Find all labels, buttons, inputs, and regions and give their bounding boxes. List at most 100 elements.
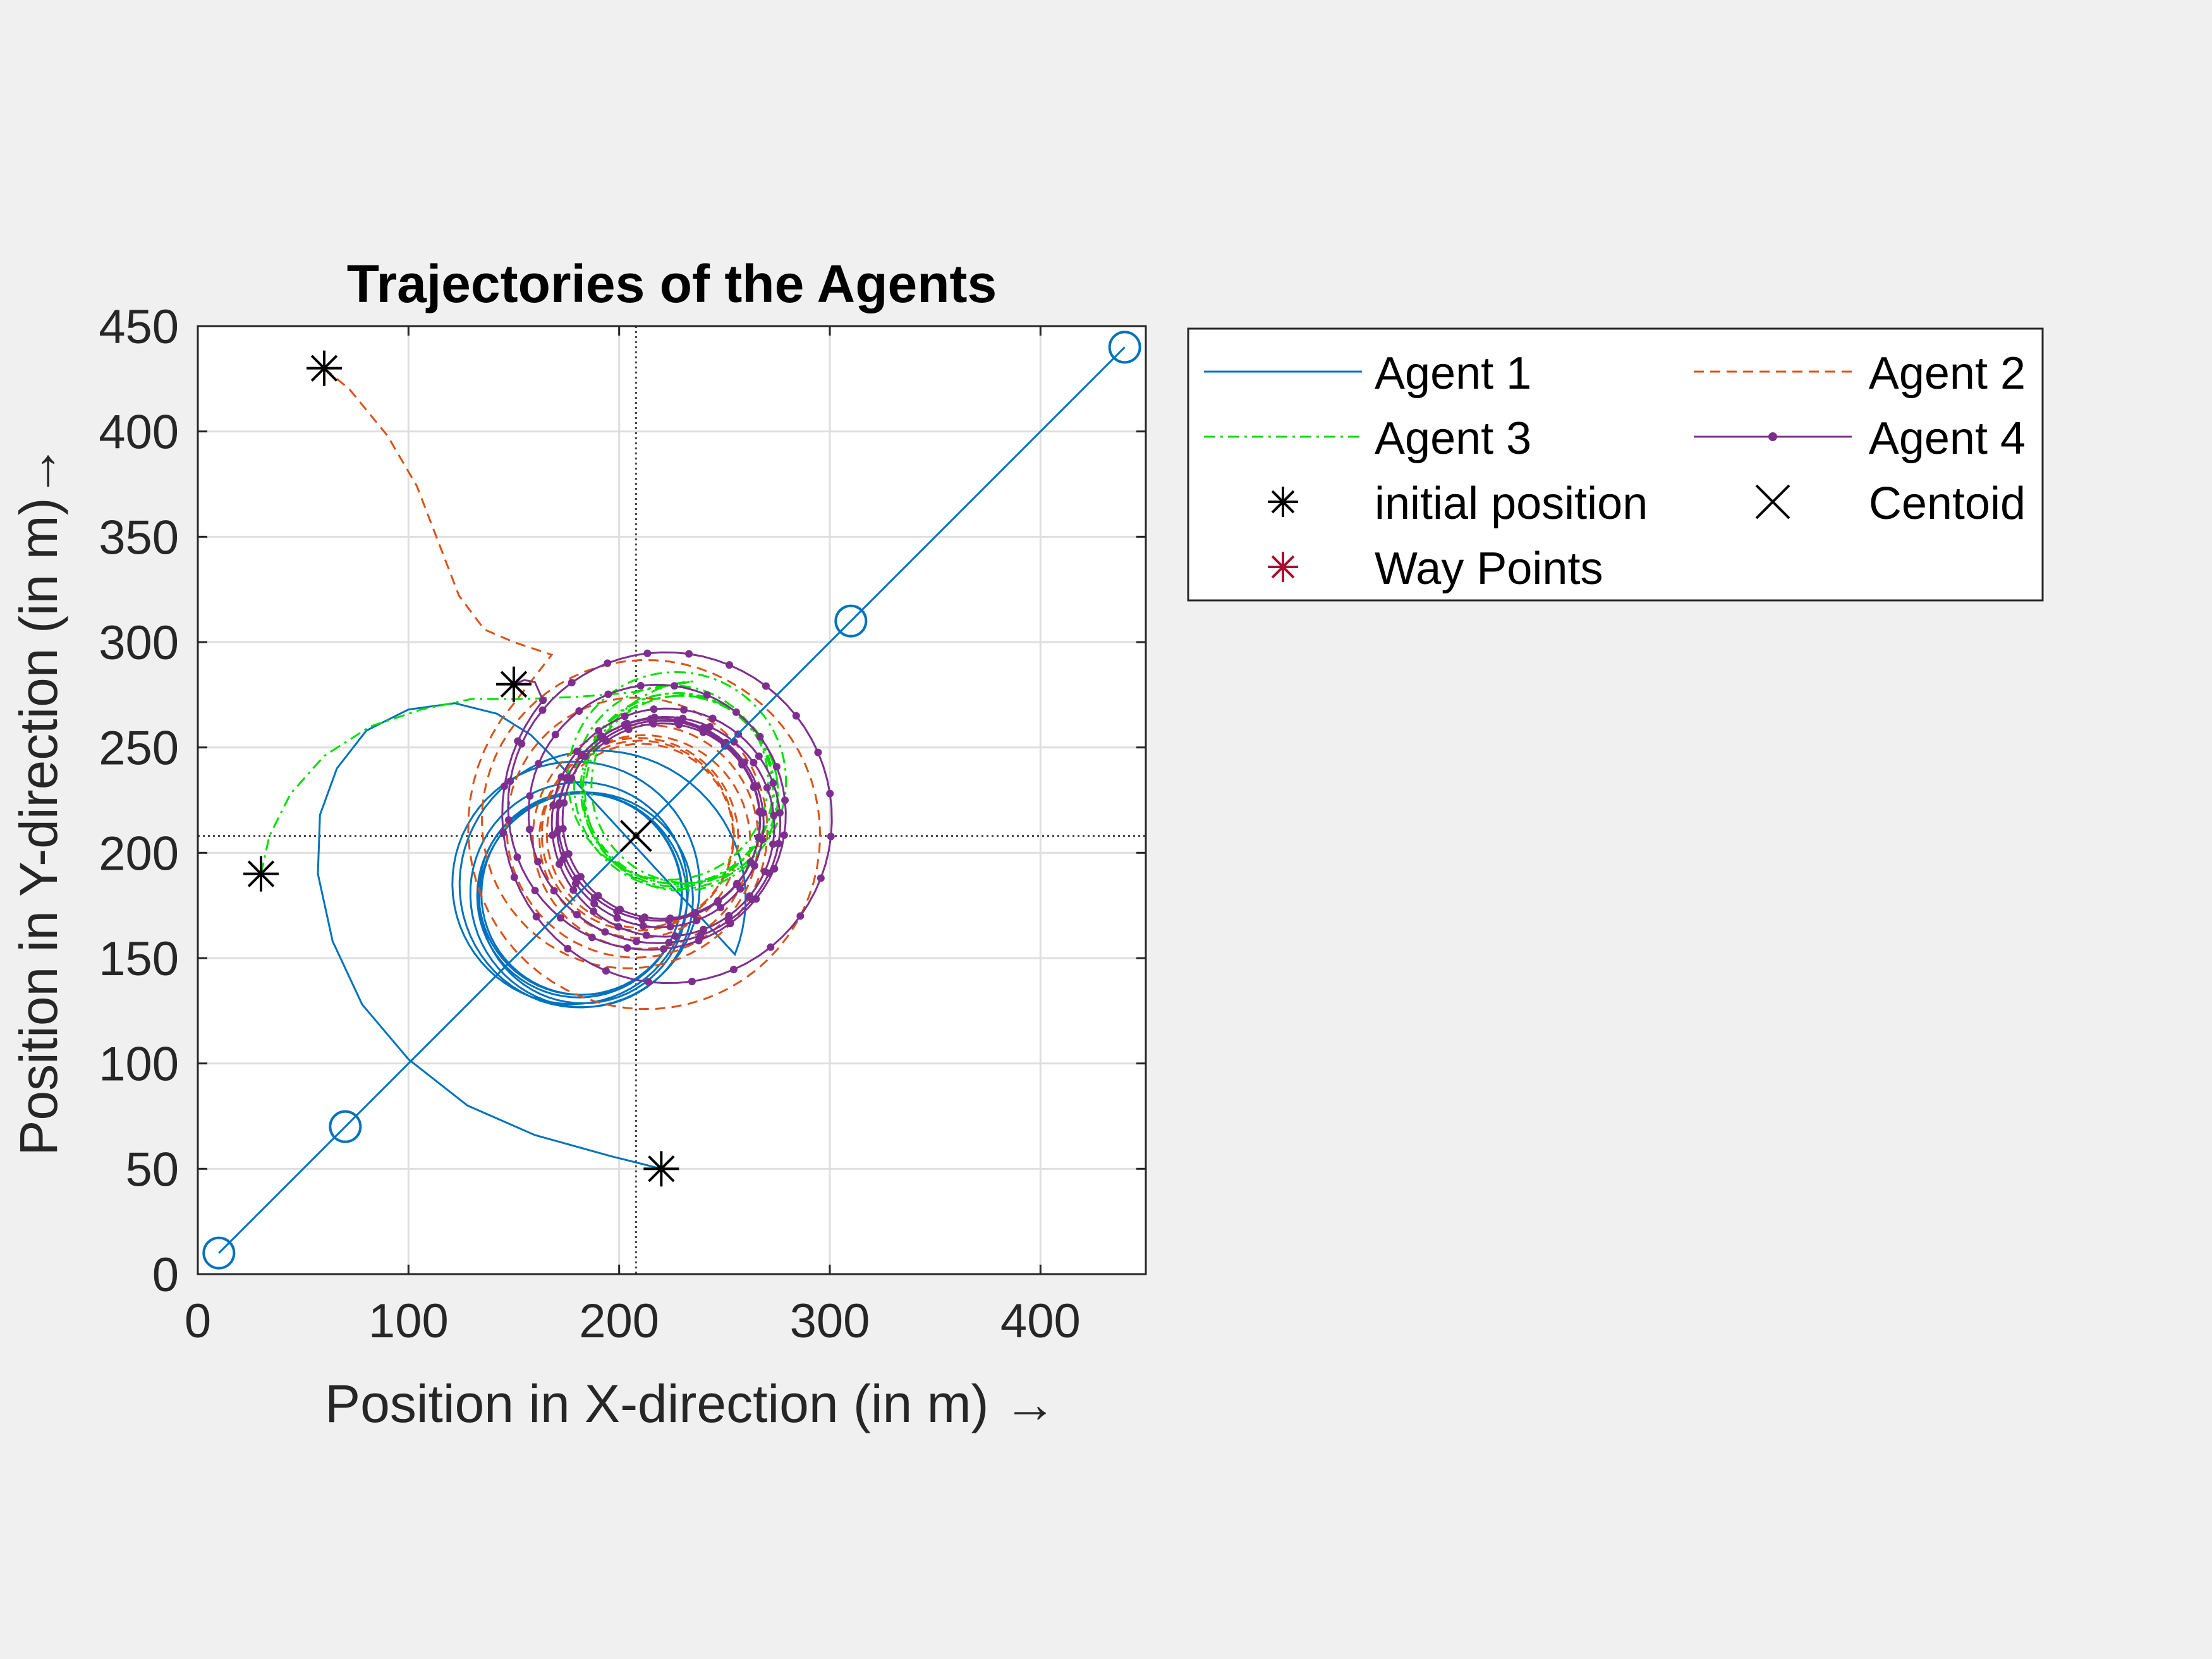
legend-label: Way Points	[1375, 544, 1603, 594]
agent-4-point	[604, 690, 612, 698]
agent-4-point	[550, 887, 558, 895]
agent-4-point	[780, 831, 788, 839]
y-tick-label: 0	[152, 1248, 179, 1302]
agent-4-point	[575, 707, 583, 715]
legend-box	[1187, 327, 2044, 602]
agent-4-point	[623, 944, 631, 952]
agent-4-point	[526, 792, 534, 800]
agent-4-point	[772, 763, 781, 771]
waypoint-marker	[202, 1236, 236, 1270]
agent-4-point	[671, 682, 679, 690]
agent-4-point	[624, 726, 633, 734]
series-agent-1-line	[317, 702, 747, 1170]
agent-4-point	[569, 886, 578, 894]
y-tick-label: 100	[99, 1038, 179, 1091]
agent-4-point	[746, 858, 755, 866]
agent-4-point	[640, 913, 648, 921]
agent-4-point	[616, 906, 624, 914]
agent-4-point	[792, 712, 800, 720]
agent-4-point	[781, 796, 789, 805]
agent-4-point	[590, 899, 599, 908]
x-tick-label: 0	[185, 1294, 211, 1348]
agent-4-point	[518, 739, 526, 748]
x-tick-label: 200	[579, 1294, 659, 1348]
agent-4-point	[594, 892, 602, 900]
y-axis-label: Position in Y-direction (in m)→	[9, 444, 68, 1155]
agent-4-point	[714, 897, 722, 905]
agent-4-point	[602, 967, 610, 975]
agent-4-point	[703, 691, 711, 699]
agent-4-point	[671, 932, 679, 940]
agent-4-point	[763, 784, 771, 792]
centroid-guide-lines	[198, 326, 1146, 1274]
agent-4-point	[531, 887, 539, 895]
agent-4-point	[755, 752, 763, 760]
legend-label: Agent 1	[1375, 348, 1531, 399]
legend-asterisk-symbol	[1268, 487, 1298, 517]
agent-4-point	[581, 752, 589, 760]
agent-4-point	[725, 912, 733, 920]
agent-4-point	[588, 933, 596, 942]
agent-4-point	[499, 829, 507, 837]
y-tick-label: 300	[99, 616, 179, 670]
agent-4-point	[601, 928, 609, 936]
chart-title: Trajectories of the Agents	[347, 254, 997, 313]
agent-4-point	[761, 868, 769, 876]
agent-4-point	[665, 939, 673, 947]
agent-4-point	[814, 748, 822, 757]
agent-4-point	[532, 913, 540, 921]
agent-4-point	[614, 923, 623, 931]
agent-4-point	[645, 978, 653, 986]
agent-4-point	[560, 799, 568, 807]
legend-label: Agent 4	[1869, 413, 2026, 464]
agent-4-point	[732, 708, 740, 716]
agent-4-point	[700, 925, 708, 933]
agent-4-point	[826, 789, 834, 798]
agent-4-point	[755, 808, 763, 816]
agent-4-point	[770, 811, 778, 820]
agent-4-point	[636, 681, 645, 690]
agent-4-point	[769, 779, 777, 787]
x-tick-label: 300	[790, 1294, 870, 1348]
agent-4-point	[513, 853, 521, 861]
agent-4-point	[685, 650, 693, 658]
agent-4-point	[680, 706, 688, 714]
agent-4-point	[660, 945, 668, 953]
legend-entry-initial-position: initial position	[1268, 478, 1648, 529]
agent-4-point	[770, 865, 779, 873]
agent-4-point	[576, 873, 585, 881]
agent-4-point	[551, 731, 559, 739]
waypoint-marker	[329, 1110, 362, 1143]
legend-entry-centoid: Centoid	[1755, 478, 2026, 529]
agent-4-point	[796, 912, 805, 920]
legend-entry-agent-1: Agent 1	[1204, 348, 1531, 399]
ticks: 0 100 200 300 400 0 50 100 150 200 250 300 350 400 450	[99, 300, 1146, 1348]
agent-4-point	[604, 659, 612, 667]
legend-entry-agent-4: Agent 4	[1694, 413, 2026, 464]
agent-4-point	[706, 722, 714, 731]
agent-4-point	[691, 909, 700, 917]
waypoint-marker	[1108, 331, 1141, 364]
y-tick-label: 450	[99, 300, 179, 354]
agent-4-point	[750, 783, 758, 791]
x-tick-label: 400	[1000, 1294, 1081, 1348]
series-agent-4-line	[501, 651, 833, 985]
agent-4-point	[696, 932, 705, 940]
legend-label: initial position	[1375, 478, 1648, 529]
agent-4-point	[501, 782, 509, 791]
agent-4-point	[767, 943, 775, 951]
agent-4-point	[774, 839, 782, 848]
agent-4-point	[539, 696, 547, 705]
agent-4-point	[827, 832, 835, 841]
agent-4-point	[733, 879, 741, 887]
initial-position-marker	[307, 350, 342, 386]
legend: Agent 1 Agent 2 Agent 3 Agent 4 initial posi…	[1187, 327, 2044, 602]
agent-4-point	[568, 774, 576, 782]
agent-4-point	[817, 874, 825, 882]
legend-centroid-symbol	[1755, 484, 1790, 520]
agent-4-point	[750, 758, 758, 767]
agent-4-point	[754, 834, 762, 842]
agent-4-point	[621, 712, 629, 720]
agent-4-point	[666, 914, 674, 922]
